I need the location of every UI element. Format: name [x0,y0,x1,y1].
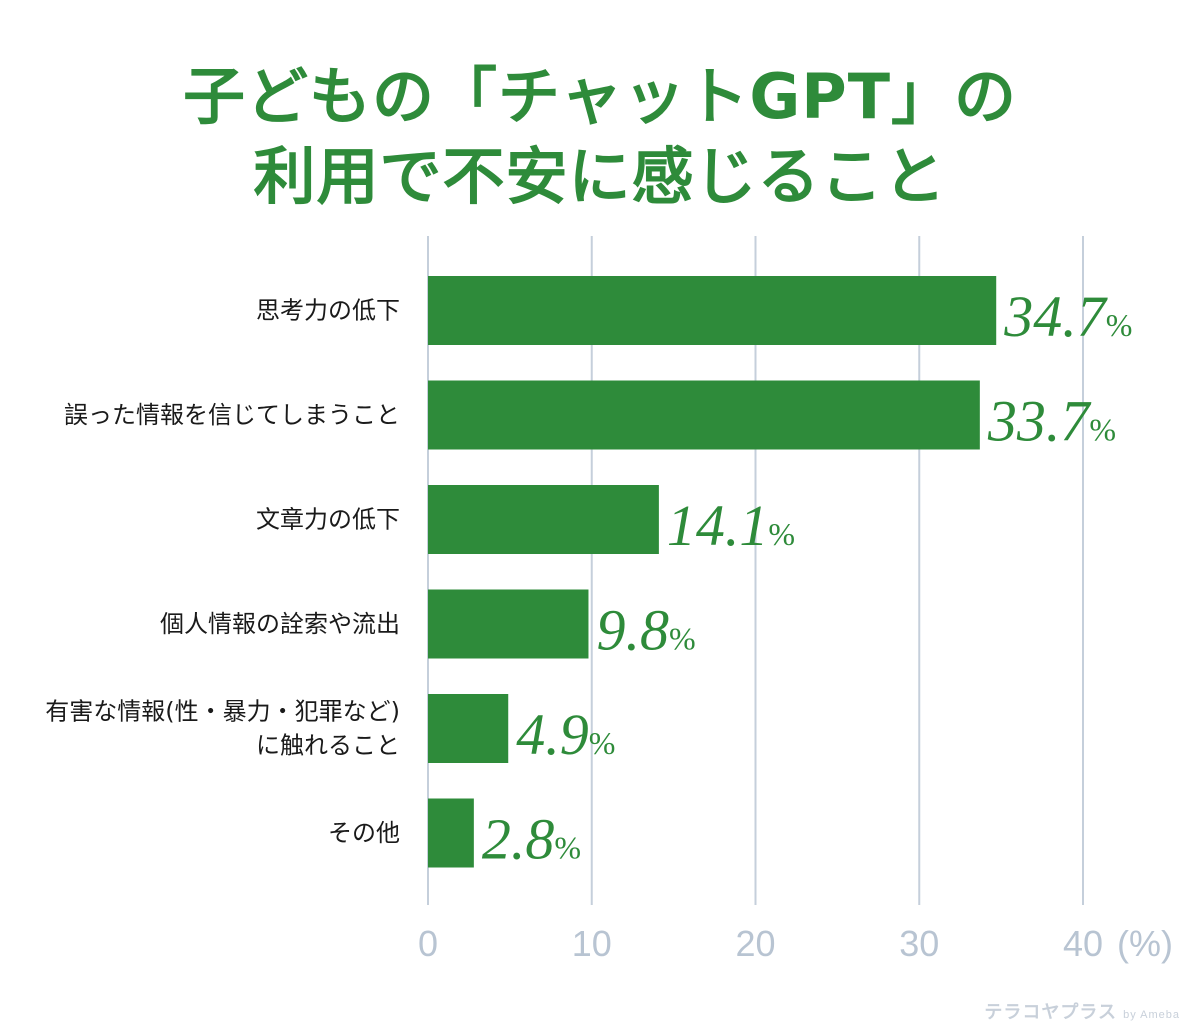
watermark-by: by Ameba [1123,1009,1180,1021]
watermark-brand: テラコヤプラス [984,1002,1118,1022]
bar [428,276,997,345]
value-label: 14.1% [667,493,795,558]
category-label: 個人情報の詮索や流出 [160,610,400,638]
value-number: 33.7 [987,389,1092,454]
x-tick-label: 0 [418,923,438,964]
value-label: 9.8% [596,598,695,663]
category-label: その他 [328,819,400,847]
bar [428,694,509,763]
value-number: 9.8 [596,598,669,663]
value-label: 33.7% [987,389,1116,454]
category-label: 有害な情報(性・暴力・犯罪など) [45,698,400,726]
value-number: 4.9 [516,702,589,767]
value-percent-sign: % [768,516,795,552]
x-tick-label: 40 [1063,923,1103,964]
category-label: 文章力の低下 [256,506,400,534]
chart-title-line-2: 利用で不安に感じること [253,140,947,213]
chart-title-line-1: 子どもの「チャットGPT」の [182,60,1017,133]
value-number: 34.7 [1003,284,1108,349]
value-number: 2.8 [482,807,554,872]
bar [428,798,474,868]
x-tick-label: 10 [572,923,612,964]
x-tick-label: 20 [735,923,775,964]
x-axis-unit: (%) [1117,923,1173,964]
category-label: に触れること [256,732,400,760]
value-label: 4.9% [516,702,615,767]
value-percent-sign: % [589,725,616,761]
x-tick-label: 30 [899,923,939,964]
value-percent-sign: % [1106,307,1133,343]
value-percent-sign: % [669,621,696,657]
value-label: 2.8% [482,807,581,872]
category-label: 思考力の低下 [256,297,400,325]
value-number: 14.1 [667,493,769,558]
watermark-logo: テラコヤプラス by Ameba [984,998,1180,1024]
value-percent-sign: % [1089,412,1116,448]
value-percent-sign: % [554,830,581,866]
bar [428,485,659,554]
value-label: 34.7% [1003,284,1132,349]
bar [428,380,980,450]
category-label: 誤った情報を信じてしまうこと [64,401,400,429]
bar [428,589,589,659]
